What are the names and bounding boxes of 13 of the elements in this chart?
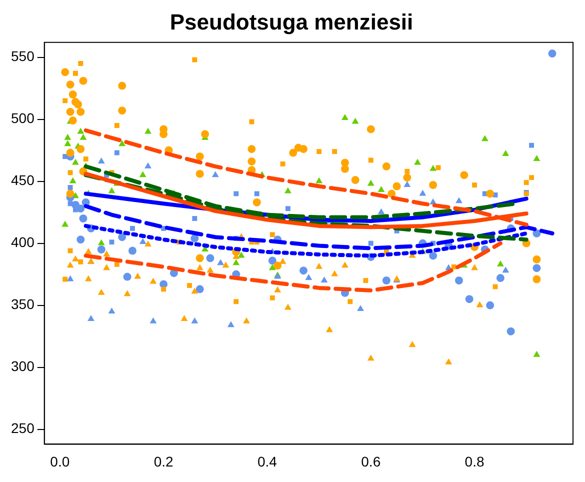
chart-title: Pseudotsuga menziesii: [170, 9, 414, 34]
y-tick-label: 400: [11, 234, 35, 250]
y-tick-label: 500: [11, 110, 35, 126]
y-tick-label: 250: [11, 420, 35, 436]
y-tick-label: 550: [11, 48, 35, 64]
x-tick-label: 0.0: [50, 453, 70, 470]
y-tick-label: 300: [11, 358, 35, 374]
y-tick-label: 450: [11, 172, 35, 188]
x-tick-label: 0.2: [154, 453, 174, 470]
y-tick-label: 350: [11, 296, 35, 312]
x-tick-label: 0.8: [464, 453, 484, 470]
x-tick-label: 0.4: [257, 453, 278, 470]
x-tick-label: 0.6: [361, 453, 381, 470]
